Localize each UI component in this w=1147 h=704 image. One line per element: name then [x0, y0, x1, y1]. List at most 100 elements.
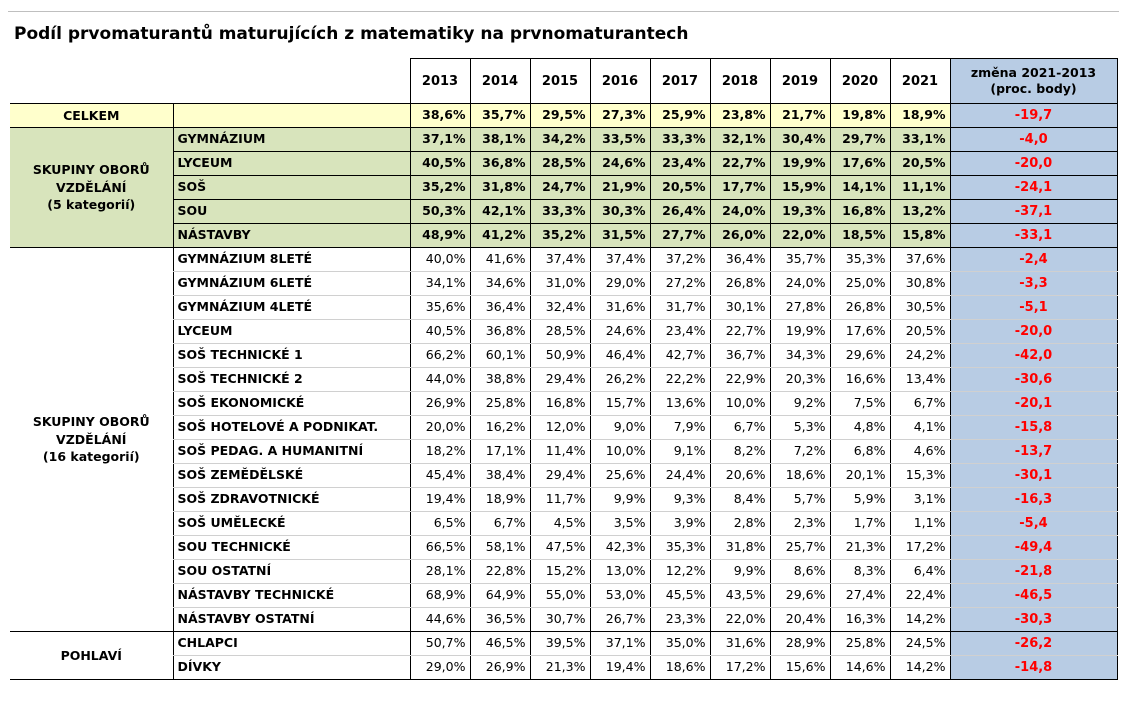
- table-cell: 41,6%: [469, 247, 531, 272]
- change-header-line2: (proc. body): [990, 81, 1077, 96]
- table-row: NÁSTAVBY OSTATNÍ 44,6% 36,5% 30,7% 26,7% 23,3…: [10, 607, 1118, 632]
- group-label-line: SKUPINY OBORŮ: [32, 414, 150, 430]
- change-cell: -19,7: [949, 103, 1118, 128]
- table-cell: 29,0%: [409, 655, 471, 680]
- table-cell: 7,5%: [829, 391, 891, 416]
- table-cell: 18,5%: [829, 223, 891, 248]
- table-cell: 25,7%: [769, 535, 831, 560]
- table-cell: 16,8%: [829, 199, 891, 224]
- change-cell: -5,1: [949, 295, 1118, 320]
- change-cell: -4,0: [949, 127, 1118, 152]
- table-cell: 36,7%: [709, 343, 771, 368]
- table-cell: 23,8%: [709, 103, 771, 128]
- table-row: SOU TECHNICKÉ 66,5% 58,1% 47,5% 42,3% 35,3% 31…: [10, 535, 1118, 560]
- row-label: GYMNÁZIUM 6LETÉ: [172, 271, 411, 296]
- data-table: 2013 2014 2015 2016 2017 2018 2019 2020 2021 změn…: [10, 58, 1118, 680]
- change-cell: -49,4: [949, 535, 1118, 560]
- table-cell: 9,0%: [589, 415, 651, 440]
- table-cell: 5,7%: [769, 487, 831, 512]
- table-cell: 60,1%: [469, 343, 531, 368]
- table-cell: 39,5%: [529, 631, 591, 656]
- table-cell: 24,2%: [889, 343, 951, 368]
- table-row: SOŠ UMĚLECKÉ 6,5% 6,7% 4,5% 3,5% 3,9% 2,8% 2,3%…: [10, 511, 1118, 536]
- table-row: SOŠ TECHNICKÉ 2 44,0% 38,8% 29,4% 26,2% 22,2%…: [10, 367, 1118, 392]
- table-cell: 24,6%: [589, 319, 651, 344]
- row-label: GYMNÁZIUM 4LETÉ: [172, 295, 411, 320]
- table-cell: 5,9%: [829, 487, 891, 512]
- table-cell: 20,0%: [409, 415, 471, 440]
- table-cell: 5,3%: [769, 415, 831, 440]
- table-cell: 19,9%: [769, 151, 831, 176]
- table-cell: 46,5%: [469, 631, 531, 656]
- table-cell: 40,5%: [409, 151, 471, 176]
- change-cell: -46,5: [949, 583, 1118, 608]
- year-header: 2018: [709, 58, 771, 104]
- table-cell: 55,0%: [529, 583, 591, 608]
- table-cell: 36,8%: [469, 319, 531, 344]
- table-cell: 1,7%: [829, 511, 891, 536]
- table-cell: 29,5%: [529, 103, 591, 128]
- table-cell: 7,2%: [769, 439, 831, 464]
- table-cell: 31,0%: [529, 271, 591, 296]
- change-cell: -5,4: [949, 511, 1118, 536]
- table-row: SOU OSTATNÍ 28,1% 22,8% 15,2% 13,0% 12,2% 9,9%…: [10, 559, 1118, 584]
- table-row: NÁSTAVBY TECHNICKÉ 68,9% 64,9% 55,0% 53,0% 45…: [10, 583, 1118, 608]
- table-cell: 38,1%: [469, 127, 531, 152]
- table-row: SOŠ HOTELOVÉ A PODNIKAT. 20,0% 16,2% 12,0% 9…: [10, 415, 1118, 440]
- table-row: NÁSTAVBY 48,9% 41,2% 35,2% 31,5% 27,7% 26,0% 22…: [10, 223, 1118, 248]
- table-cell: 1,1%: [889, 511, 951, 536]
- table-cell: 35,3%: [829, 247, 891, 272]
- table-cell: 30,1%: [709, 295, 771, 320]
- table-cell: 11,7%: [529, 487, 591, 512]
- table-cell: 11,1%: [889, 175, 951, 200]
- row-label: SOU: [172, 199, 411, 224]
- change-cell: -30,1: [949, 463, 1118, 488]
- table-row: LYCEUM 40,5% 36,8% 28,5% 24,6% 23,4% 22,7% 19,9…: [10, 319, 1118, 344]
- table-cell: 18,2%: [409, 439, 471, 464]
- table-cell: 3,1%: [889, 487, 951, 512]
- table-cell: 22,7%: [709, 319, 771, 344]
- table-cell: 24,0%: [769, 271, 831, 296]
- table-cell: 14,6%: [829, 655, 891, 680]
- group-label: SKUPINY OBORŮ VZDĚLÁNÍ (16 kategorií): [10, 247, 173, 632]
- table-cell: 26,9%: [409, 391, 471, 416]
- table-cell: 45,5%: [649, 583, 711, 608]
- table-cell: 42,7%: [649, 343, 711, 368]
- table-cell: 31,8%: [709, 535, 771, 560]
- table-cell: 29,4%: [529, 463, 591, 488]
- table-cell: 44,6%: [409, 607, 471, 632]
- table-cell: 2,8%: [709, 511, 771, 536]
- table-cell: 26,2%: [589, 367, 651, 392]
- change-cell: -3,3: [949, 271, 1118, 296]
- table-cell: 33,5%: [589, 127, 651, 152]
- row-label: SOŠ TECHNICKÉ 2: [172, 367, 411, 392]
- table-cell: 4,6%: [889, 439, 951, 464]
- table-cell: 25,8%: [829, 631, 891, 656]
- table-cell: 42,3%: [589, 535, 651, 560]
- table-cell: 13,4%: [889, 367, 951, 392]
- table-cell: 29,6%: [769, 583, 831, 608]
- table-cell: 14,2%: [889, 655, 951, 680]
- table-cell: 26,0%: [709, 223, 771, 248]
- table-cell: 38,4%: [469, 463, 531, 488]
- table-cell: 35,7%: [469, 103, 531, 128]
- row-label: SOU OSTATNÍ: [172, 559, 411, 584]
- row-label: SOŠ EKONOMICKÉ: [172, 391, 411, 416]
- table-cell: 21,7%: [769, 103, 831, 128]
- change-header: změna 2021-2013 (proc. body): [949, 58, 1118, 104]
- change-header-line1: změna 2021-2013: [970, 65, 1097, 81]
- table-cell: 17,2%: [889, 535, 951, 560]
- table-cell: 41,2%: [469, 223, 531, 248]
- page-title: Podíl prvomaturantů maturujících z matem…: [14, 24, 689, 44]
- table-cell: 37,1%: [409, 127, 471, 152]
- row-label: NÁSTAVBY OSTATNÍ: [172, 607, 411, 632]
- table-cell: 20,1%: [829, 463, 891, 488]
- table-cell: 37,2%: [649, 247, 711, 272]
- change-cell: -26,2: [949, 631, 1118, 656]
- year-header: 2016: [589, 58, 651, 104]
- table-cell: 32,1%: [709, 127, 771, 152]
- table-cell: 58,1%: [469, 535, 531, 560]
- table-cell: 38,6%: [409, 103, 471, 128]
- table-row: SOŠ PEDAG. A HUMANITNÍ 18,2% 17,1% 11,4% 10,…: [10, 439, 1118, 464]
- table-cell: 22,2%: [649, 367, 711, 392]
